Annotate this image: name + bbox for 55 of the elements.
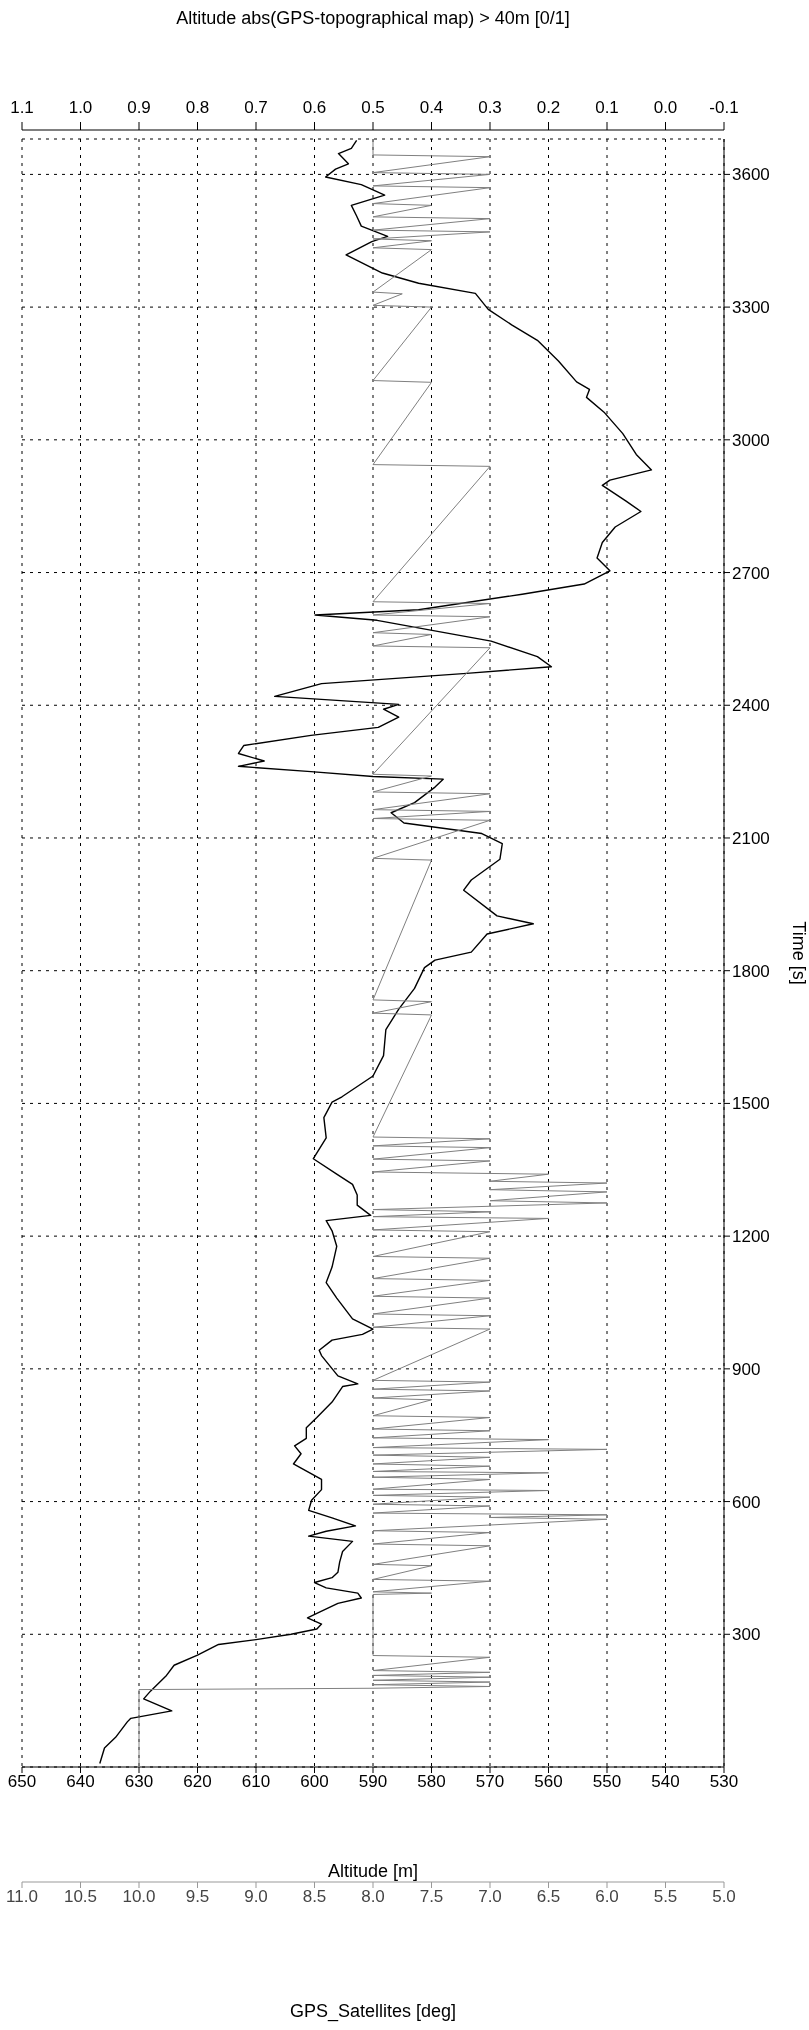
x-tick-label: 590 xyxy=(358,1772,388,1792)
x-tick-label: 620 xyxy=(183,1772,212,1792)
x2-tick-label: 5.0 xyxy=(712,1887,736,1907)
x-tick-label: 530 xyxy=(709,1772,739,1792)
x-axis-title: Altitude [m] xyxy=(327,1861,419,1881)
text: 0.8 xyxy=(184,98,211,118)
x-tick-label: 650 xyxy=(7,1772,37,1792)
x-tick-label: 630 xyxy=(124,1772,154,1792)
text: 0.0 xyxy=(652,98,679,118)
y-tick-label: 2100 xyxy=(732,829,770,849)
y-tick-label: 3600 xyxy=(732,165,770,185)
x2-tick-label: 11.0 xyxy=(6,1887,38,1907)
x2-tick-label: 10.5 xyxy=(63,1887,98,1907)
x2-tick-label: 9.0 xyxy=(244,1887,268,1907)
x2-tick-label: 6.5 xyxy=(536,1887,561,1907)
x2-axis-title: GPS_Satellites [deg] xyxy=(289,2001,457,2022)
x-tick-label: 560 xyxy=(534,1772,563,1792)
x2-tick-label: 7.5 xyxy=(419,1887,444,1907)
text: 0.3 xyxy=(477,98,503,118)
y-tick-label: 600 xyxy=(732,1492,761,1512)
y-tick-label: 3300 xyxy=(732,298,770,318)
text: 0.7 xyxy=(243,98,269,118)
y-tick-label: 1500 xyxy=(732,1094,770,1114)
x-tick-label: 550 xyxy=(592,1772,622,1792)
text: 0.9 xyxy=(126,98,152,118)
y-tick-label: 1200 xyxy=(732,1227,770,1247)
y-tick-label: 900 xyxy=(732,1359,761,1379)
x-tick-label: 640 xyxy=(66,1772,95,1792)
y-tick-label: 2700 xyxy=(732,563,770,583)
x-tick-label: 610 xyxy=(241,1772,271,1792)
x2-tick-label: 9.5 xyxy=(185,1887,210,1907)
x2-tick-label: 10.0 xyxy=(122,1887,156,1907)
x2-tick-label: 8.5 xyxy=(302,1887,327,1907)
x-tick-label: 600 xyxy=(300,1772,329,1792)
text: 1.0 xyxy=(67,98,94,118)
y-tick-label: 300 xyxy=(732,1625,761,1645)
text: 0.1 xyxy=(594,98,620,118)
x2-tick-label: 6.0 xyxy=(595,1887,619,1907)
text: -0.1 xyxy=(708,98,740,118)
y-axis-title: Time [s] xyxy=(788,921,809,985)
x2-tick-label: 7.0 xyxy=(478,1887,502,1907)
y-tick-label: 1800 xyxy=(732,961,770,981)
text: Altitude abs(GPS-topographical map) > 40m [0/1] xyxy=(175,8,571,29)
y-tick-label: 2400 xyxy=(732,696,770,716)
text: 1.1 xyxy=(9,98,35,118)
x-tick-label: 580 xyxy=(417,1772,446,1792)
text: 0.5 xyxy=(360,98,386,118)
x2-tick-label: 5.5 xyxy=(653,1887,678,1907)
y-tick-label: 3000 xyxy=(732,430,770,450)
text: 0.4 xyxy=(418,98,445,118)
x2-tick-label: 8.0 xyxy=(361,1887,385,1907)
text: 0.6 xyxy=(301,98,328,118)
x-tick-label: 540 xyxy=(651,1772,680,1792)
text: 0.2 xyxy=(535,98,562,118)
x-tick-label: 570 xyxy=(475,1772,505,1792)
